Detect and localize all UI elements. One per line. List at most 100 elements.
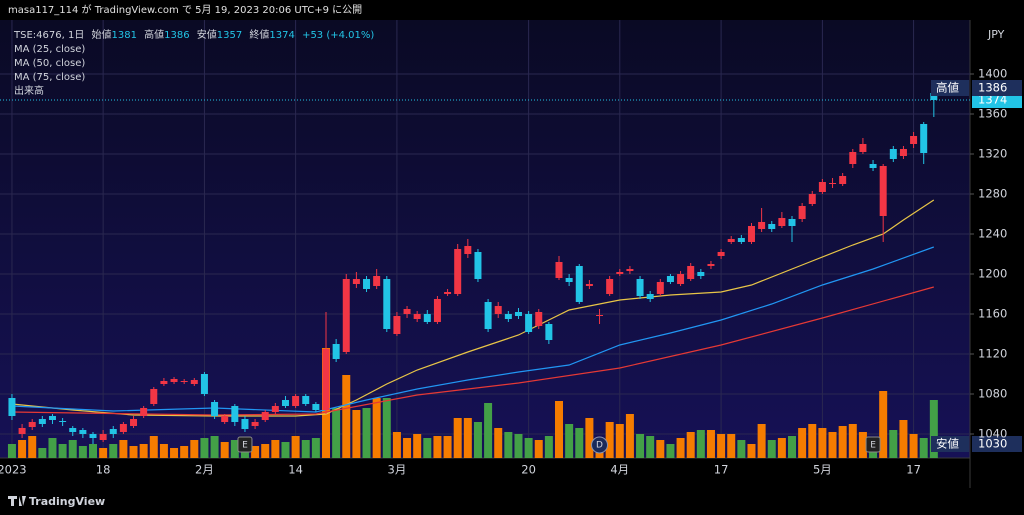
volume-bar — [494, 428, 503, 458]
volume-bar — [676, 438, 685, 458]
candle-body — [494, 306, 502, 314]
volume-bar — [413, 434, 422, 458]
volume-bar — [210, 436, 219, 458]
volume-bar — [473, 422, 482, 458]
candle-body — [636, 279, 644, 296]
volume-bar — [78, 446, 87, 458]
volume-bar — [879, 391, 888, 458]
symbol: TSE:4676, 1日 — [13, 30, 84, 41]
candle-body — [261, 412, 269, 420]
candle-body — [656, 282, 664, 294]
footer — [0, 488, 1024, 515]
candle-body — [8, 398, 16, 416]
y-tick-label: 1160 — [978, 307, 1007, 321]
candle-body — [200, 374, 208, 394]
candle-body — [403, 309, 411, 314]
volume-bar — [159, 444, 168, 458]
candle-body — [89, 434, 97, 438]
candle-body — [190, 380, 198, 384]
volume-bar — [818, 428, 827, 458]
volume-bar — [230, 440, 239, 458]
candle-body — [514, 312, 522, 316]
open-label: 始値 — [92, 28, 112, 41]
volume-bar — [646, 436, 655, 458]
candle-body — [373, 276, 381, 286]
volume-bar — [534, 440, 543, 458]
volume-bar — [463, 418, 472, 458]
candle-body — [332, 344, 340, 359]
volume-bar — [798, 428, 807, 458]
candle-body — [879, 166, 887, 216]
candle-body — [778, 218, 786, 226]
high-label-box — [931, 80, 969, 96]
volume-bar — [48, 438, 57, 458]
candle-body — [28, 422, 36, 427]
candle-body — [251, 422, 259, 426]
candle-body — [38, 419, 46, 424]
volume-bar — [696, 430, 705, 458]
ma-legend: MA (75, close) — [14, 72, 85, 83]
volume-bar — [190, 440, 199, 458]
high-value: 1386 — [978, 81, 1007, 95]
candle-body — [555, 262, 563, 278]
volume-bar — [382, 398, 391, 458]
candle-body — [79, 430, 87, 434]
open-value: 1381 — [112, 30, 137, 41]
candle-body — [930, 93, 938, 100]
volume-bar — [58, 444, 67, 458]
volume-bar — [767, 440, 776, 458]
candle-body — [281, 400, 289, 406]
candle-body — [170, 379, 178, 382]
candle-body — [241, 419, 249, 429]
x-tick-label: 3月 — [388, 463, 407, 477]
ma-legend: MA (25, close) — [14, 44, 85, 55]
volume-bar — [453, 418, 462, 458]
candle-body — [839, 176, 847, 184]
moving-average-line — [11, 286, 934, 416]
candle-body — [140, 408, 148, 416]
y-tick-label: 1080 — [978, 387, 1007, 401]
low-label-box — [931, 436, 969, 452]
candle-body — [48, 416, 56, 420]
low-value-box — [972, 436, 1022, 452]
candle-body — [616, 272, 624, 274]
volume-bar — [372, 398, 381, 458]
low-value: 1357 — [217, 30, 242, 41]
candle-body — [818, 182, 826, 192]
plot-area — [0, 20, 970, 458]
low-label: 安値 — [936, 437, 959, 451]
volume-bar — [788, 436, 797, 458]
candle-body — [626, 269, 634, 271]
volume-bar — [109, 444, 118, 458]
volume-bar — [301, 440, 310, 458]
candle-body — [221, 416, 229, 422]
volume-bar — [149, 436, 158, 458]
volume-bar — [423, 438, 432, 458]
volume-bar — [200, 438, 209, 458]
candle-body — [160, 381, 168, 384]
candle-body — [312, 404, 320, 410]
change-value: +53 (+4.01%) — [302, 30, 374, 41]
moving-average-line — [11, 199, 935, 417]
volume-bar — [686, 432, 695, 458]
legend-ohlc: TSE:4676, 1日 始値1381 高値1386 安値1357 終値1374… — [13, 28, 374, 41]
y-tick-label: 1400 — [978, 67, 1007, 81]
candle-body — [737, 238, 745, 242]
volume-bar — [88, 444, 97, 458]
candle-body — [727, 239, 735, 242]
volume-bar — [342, 375, 351, 458]
volume-bar — [615, 424, 624, 458]
volume-bar — [717, 434, 726, 458]
candle-body — [18, 428, 26, 434]
candle-body — [484, 302, 492, 329]
candle-body — [747, 226, 755, 242]
volume-bar — [706, 430, 715, 458]
volume-bar — [757, 424, 766, 458]
close-value: 1374 — [269, 30, 294, 41]
volume-bar — [524, 438, 533, 458]
volume-bar — [929, 400, 938, 458]
volume-bar — [625, 414, 634, 458]
candle-body — [271, 406, 279, 412]
volume-bar — [433, 436, 442, 458]
candle-body — [920, 124, 928, 153]
